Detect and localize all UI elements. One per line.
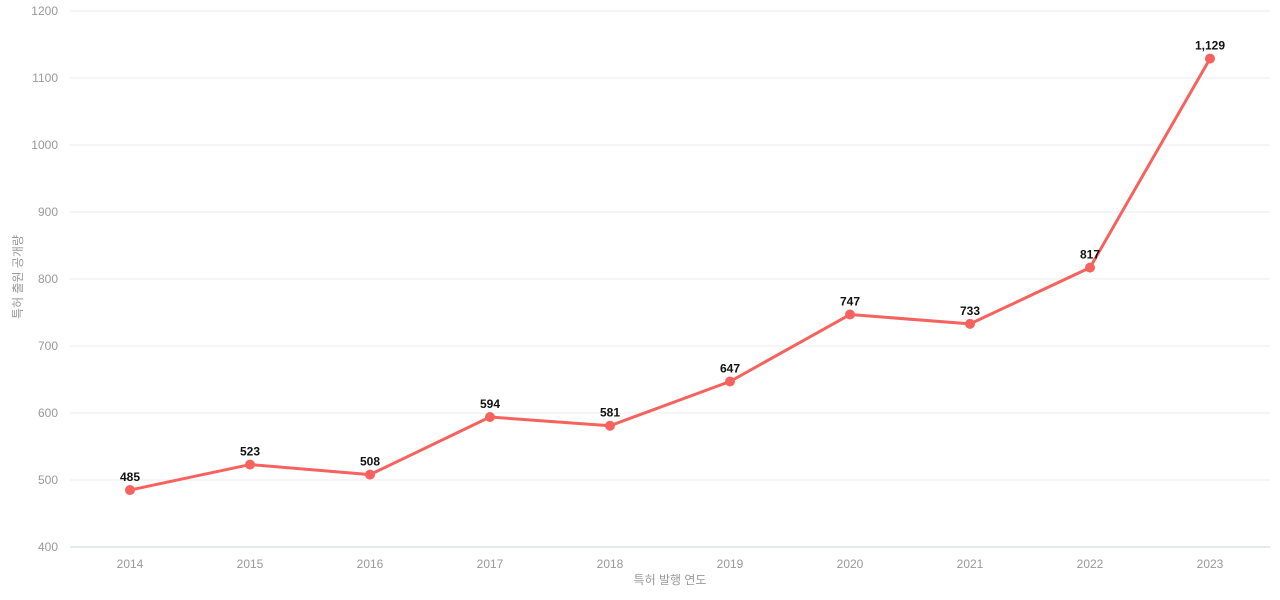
y-tick-label: 900 — [38, 205, 58, 219]
series-line — [128, 57, 1212, 492]
y-tick-label: 700 — [38, 339, 58, 353]
data-point[interactable] — [245, 459, 255, 470]
data-point[interactable] — [1085, 262, 1095, 273]
data-point[interactable] — [725, 376, 735, 387]
data-point[interactable] — [845, 309, 855, 320]
data-point[interactable] — [125, 485, 135, 496]
x-tick-label: 2014 — [117, 557, 144, 571]
y-axis-title: 특허 출원 공개량 — [11, 235, 25, 319]
data-series — [125, 53, 1215, 496]
y-tick-label: 1100 — [32, 71, 58, 85]
data-point-value-label: 581 — [600, 406, 620, 420]
data-point-value-label: 523 — [240, 445, 260, 459]
data-value-labels: 485 523 508 594 581 647 747 733 817 1,129 — [120, 39, 1225, 484]
x-tick-label: 2022 — [1077, 557, 1104, 571]
data-point-value-label: 485 — [120, 470, 140, 484]
data-point-value-label: 1,129 — [1195, 39, 1225, 53]
y-axis-tick-labels: 400 500 600 700 800 900 1000 1100 1200 — [31, 4, 58, 554]
x-tick-label: 2015 — [237, 557, 264, 571]
x-tick-label: 2020 — [837, 557, 864, 571]
x-axis-title: 특허 발행 연도 — [634, 572, 707, 587]
x-tick-label: 2017 — [477, 557, 504, 571]
x-tick-label: 2023 — [1197, 557, 1224, 571]
y-tick-label: 1000 — [31, 138, 58, 152]
x-tick-label: 2021 — [957, 557, 984, 571]
y-tick-label: 600 — [38, 406, 58, 420]
x-tick-label: 2016 — [357, 557, 384, 571]
data-point-value-label: 647 — [720, 362, 740, 376]
data-point[interactable] — [485, 412, 495, 423]
y-tick-label: 400 — [38, 540, 58, 554]
x-tick-label: 2018 — [597, 557, 624, 571]
data-point-value-label: 817 — [1080, 248, 1100, 262]
data-point[interactable] — [605, 420, 615, 431]
data-point-value-label: 508 — [360, 455, 380, 469]
data-point[interactable] — [1205, 53, 1215, 64]
y-tick-label: 500 — [38, 473, 58, 487]
y-tick-label: 800 — [38, 272, 58, 286]
data-point-value-label: 747 — [840, 295, 860, 309]
data-point[interactable] — [365, 469, 375, 480]
data-point-value-label: 733 — [960, 304, 980, 318]
y-tick-label: 1200 — [31, 4, 58, 18]
data-point[interactable] — [965, 318, 975, 329]
x-axis-tick-labels: 2014 2015 2016 2017 2018 2019 2020 2021 2022 2023 — [117, 557, 1224, 571]
x-tick-label: 2019 — [717, 557, 744, 571]
gridlines — [70, 10, 1270, 481]
data-point-value-label: 594 — [480, 397, 500, 411]
